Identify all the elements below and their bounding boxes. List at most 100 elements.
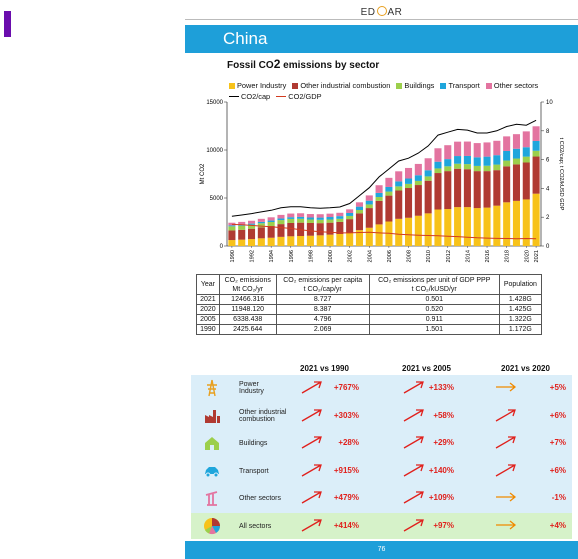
bar-buildings [522, 156, 530, 163]
bar-other-industrial [326, 222, 334, 235]
bar-buildings [247, 224, 256, 229]
table-cell: 1.322G [498, 314, 543, 325]
x-tick-label: 2000 [328, 250, 334, 262]
bar-buildings [267, 222, 275, 227]
change-value: +28% [338, 438, 359, 447]
bar-other-sectors [316, 214, 324, 218]
arrow-up-icon [495, 435, 517, 449]
legend-co2-cap: CO2/cap [229, 91, 270, 102]
arrow-up-icon [301, 380, 323, 394]
change-value: +133% [428, 383, 454, 392]
bar-other-sectors [463, 141, 471, 156]
y2-tick-label: 4 [546, 186, 550, 192]
comparison-header-2005: 2021 vs 2005 [402, 364, 451, 373]
change-value: +5% [549, 383, 566, 392]
bar-buildings [385, 191, 393, 196]
x-tick-label: 2021 [534, 250, 540, 262]
table-cell: 4.796 [275, 314, 370, 325]
bar-power [375, 224, 383, 246]
bar-other-sectors [434, 148, 442, 162]
bar-transport [228, 225, 236, 227]
bar-power [483, 207, 491, 246]
table-header-cell: Population [498, 274, 543, 295]
oil-pump-icon [203, 489, 221, 507]
comparison-row: Power Industry +767% +133% +5% [191, 375, 572, 401]
sector-label-line: Power [239, 381, 259, 388]
bar-transport [463, 155, 471, 165]
bar-transport [375, 192, 383, 198]
bar-buildings [306, 219, 314, 223]
bar-other-sectors [306, 214, 314, 218]
bar-power [326, 234, 334, 246]
arrow-up-icon [495, 463, 517, 477]
bar-transport [483, 156, 491, 166]
table-cell: 2.069 [275, 324, 370, 335]
sector-label-line: All sectors [239, 523, 272, 530]
change-value: +140% [428, 465, 454, 475]
bar-buildings [316, 219, 324, 224]
change-value: -1% [551, 493, 566, 502]
sector-label-line: Industry [239, 388, 264, 395]
bar-buildings [532, 150, 540, 157]
bar-other-sectors [346, 209, 354, 213]
y2-tick-label: 10 [546, 100, 553, 106]
x-tick-label: 2014 [465, 250, 471, 262]
bar-other-sectors [238, 221, 246, 225]
comparison-header-1990: 2021 vs 1990 [300, 364, 349, 373]
bar-transport [424, 170, 432, 177]
x-tick-label: 2018 [505, 250, 511, 262]
comparison-row: All sectors +414% +97% +4% [191, 513, 572, 539]
line-co2-cap [231, 119, 537, 217]
x-tick-label: 2006 [387, 250, 393, 262]
bar-transport [444, 159, 452, 167]
arrow-up-icon [301, 490, 323, 504]
bar-transport [326, 217, 334, 220]
table-cell: 2005 [196, 314, 220, 325]
x-tick-label: 1998 [308, 250, 314, 262]
bar-transport [297, 216, 305, 219]
bar-other-sectors [277, 214, 285, 219]
table-cell: 8.387 [275, 304, 370, 315]
y-tick-label: 5000 [210, 196, 224, 202]
chart-legend: Power Industry Other industrial combusti… [229, 80, 569, 102]
bar-other-industrial [257, 227, 265, 239]
bar-buildings [512, 158, 521, 165]
bar-other-sectors [522, 131, 530, 148]
table-cell: 1.428G [498, 294, 543, 305]
bar-transport [512, 148, 521, 159]
bar-buildings [238, 225, 246, 230]
bar-power [287, 236, 295, 246]
sector-label-line: combustion [239, 415, 275, 423]
page-footer: 76 [185, 541, 578, 559]
bar-power [365, 227, 373, 246]
bar-other-industrial [434, 173, 442, 210]
arrow-right-icon [495, 518, 517, 532]
bar-other-sectors [424, 158, 432, 171]
bar-power [316, 235, 324, 246]
bar-other-industrial [454, 168, 462, 208]
sector-label: Buildings [239, 440, 267, 447]
bar-power [512, 200, 521, 246]
sector-label-line: Other industrial [239, 408, 287, 416]
arrow-right-icon [495, 380, 517, 394]
table-cell: 2425.644 [218, 324, 277, 335]
legend-power: Power Industry [229, 80, 286, 91]
change-value: +6% [549, 410, 566, 420]
change-value: +6% [549, 465, 566, 475]
bar-buildings [326, 219, 334, 223]
y2-tick-label: 8 [546, 129, 550, 135]
sector-label: All sectors [239, 523, 271, 530]
bar-other-sectors [395, 171, 403, 182]
bar-buildings [277, 220, 285, 225]
bar-transport [287, 217, 295, 219]
bar-other-industrial [277, 224, 285, 237]
table-row: 2005 6338.438 4.796 0.911 1.322G [196, 314, 543, 325]
bar-other-industrial [306, 222, 314, 236]
change-value: +767% [333, 383, 359, 392]
bar-power [503, 202, 511, 246]
bar-buildings [444, 166, 452, 172]
bar-other-sectors [287, 213, 295, 218]
arrow-up-icon [403, 463, 425, 477]
bar-other-industrial [503, 166, 511, 203]
bar-transport [434, 161, 442, 169]
